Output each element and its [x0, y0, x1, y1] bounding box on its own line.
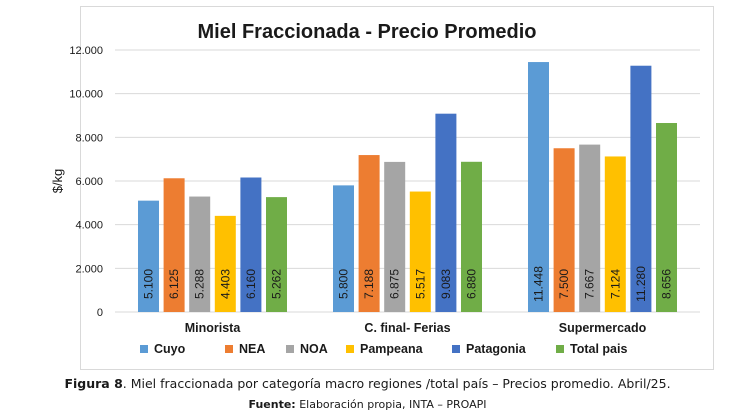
- category-label: C. final- Ferias: [364, 321, 450, 335]
- source-label: Fuente:: [248, 398, 296, 411]
- bar-pampeana: [604, 156, 626, 312]
- bar-value-label: 5.800: [337, 269, 351, 299]
- bar-value-label: 11.280: [634, 266, 648, 302]
- bar-value-label: 7.667: [583, 269, 597, 299]
- chart-title: Miel Fraccionada - Precio Promedio: [198, 21, 537, 43]
- y-tick-label: 8.000: [75, 132, 103, 144]
- legend-label: Pampeana: [360, 342, 424, 356]
- legend-label: Total pais: [570, 342, 627, 356]
- bar-pampeana: [409, 191, 431, 312]
- bar-value-label: 11.448: [532, 266, 546, 302]
- bar-noa: [189, 196, 211, 312]
- y-tick-label: 4.000: [75, 220, 103, 232]
- figure-source: Fuente: Elaboración propia, INTA – PROAP…: [0, 398, 735, 411]
- legend-label: Patagonia: [466, 342, 527, 356]
- figure-label: Figura 8: [64, 376, 123, 391]
- legend-swatch: [286, 345, 294, 353]
- bar-nea: [553, 148, 575, 312]
- legend-swatch: [452, 345, 460, 353]
- bar-noa: [579, 144, 601, 312]
- bar-value-label: 5.262: [270, 269, 284, 299]
- bar-value-label: 7.188: [362, 269, 376, 299]
- bar-total-pais: [656, 123, 677, 312]
- legend-swatch: [225, 345, 233, 353]
- bar-value-label: 7.500: [557, 269, 571, 299]
- bar-value-label: 8.656: [660, 269, 674, 299]
- legend-swatch: [346, 345, 354, 353]
- bar-noa: [384, 161, 406, 312]
- bar-total-pais: [461, 161, 482, 312]
- y-tick-label: 10.000: [69, 89, 103, 101]
- bar-value-label: 9.083: [439, 269, 453, 299]
- bar-nea: [358, 155, 380, 312]
- bar-value-label: 6.125: [167, 269, 181, 299]
- bar-cuyo: [528, 62, 549, 312]
- bar-value-label: 6.160: [244, 269, 258, 299]
- bar-value-label: 7.124: [608, 269, 622, 299]
- bar-pampeana: [214, 215, 236, 312]
- bar-cuyo: [138, 200, 159, 312]
- category-label: Minorista: [185, 321, 242, 335]
- bar-cuyo: [333, 185, 354, 312]
- figure-caption: Figura 8. Miel fraccionada por categoría…: [0, 376, 735, 391]
- y-tick-label: 6.000: [75, 176, 103, 188]
- y-axis-label: $/kg: [50, 169, 65, 194]
- bar-value-label: 5.517: [413, 269, 427, 299]
- bar-value-label: 5.100: [142, 269, 156, 299]
- legend-label: NEA: [239, 342, 265, 356]
- bar-value-label: 6.880: [465, 269, 479, 299]
- bar-nea: [163, 178, 185, 312]
- bar-patagonia: [435, 113, 457, 312]
- category-label: Supermercado: [559, 321, 647, 335]
- y-tick-label: 0: [97, 307, 103, 319]
- legend-swatch: [556, 345, 564, 353]
- legend-label: NOA: [300, 342, 328, 356]
- bar-patagonia: [630, 65, 652, 312]
- figure-caption-text: . Miel fraccionada por categoría macro r…: [122, 376, 671, 391]
- bar-value-label: 5.288: [193, 269, 207, 299]
- y-tick-label: 2.000: [75, 263, 103, 275]
- y-tick-label: 12.000: [69, 45, 103, 57]
- legend-swatch: [140, 345, 148, 353]
- bar-value-label: 4.403: [218, 269, 232, 299]
- bar-chart: Miel Fraccionada - Precio Promedio $/kg …: [50, 21, 700, 356]
- source-text: Elaboración propia, INTA – PROAPI: [295, 398, 487, 411]
- bar-patagonia: [240, 177, 262, 312]
- legend-label: Cuyo: [154, 342, 186, 356]
- bar-value-label: 6.875: [388, 269, 402, 299]
- bar-total-pais: [266, 197, 287, 312]
